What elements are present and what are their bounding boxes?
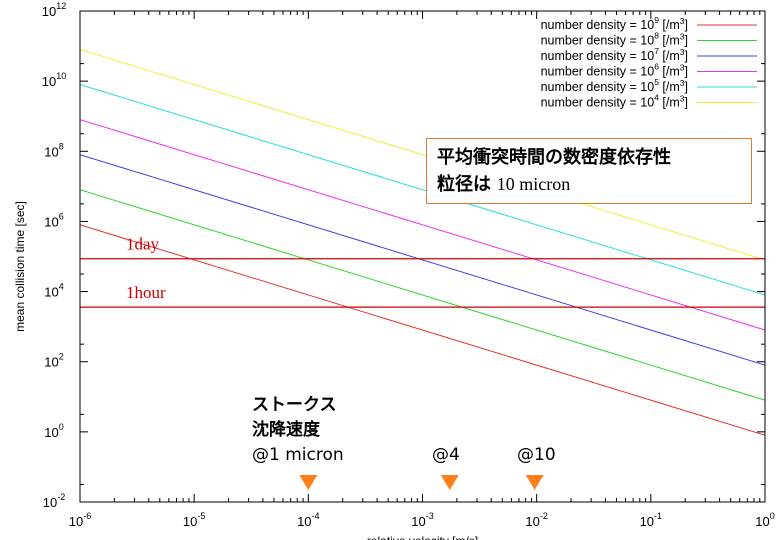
marker-annotation-line: 沈降速度 — [252, 420, 320, 440]
marker-triangle — [440, 475, 459, 490]
chart-title-box: 平均衝突時間の数密度依存性 粒径は 10 micron — [426, 138, 752, 204]
y-tick-label: 102 — [44, 352, 63, 370]
x-axis-title: relative velocity [m/s] — [367, 534, 478, 540]
marker-annotation-line: @4 — [432, 445, 460, 465]
y-tick-label: 100 — [44, 422, 63, 440]
y-tick-label: 108 — [44, 141, 63, 159]
marker-annotation-line: @1 micron — [252, 445, 344, 465]
axes: 10-6 10-5 10-4 10-3 10-2 10-1 100 10-2 100 102 104… — [13, 1, 775, 540]
x-tick-label: 100 — [755, 511, 774, 529]
series-line-4 — [80, 48, 765, 261]
y-tick-label: 106 — [44, 211, 63, 229]
y-tick-label: 104 — [44, 282, 63, 300]
reference-label-1day: 1day — [126, 235, 160, 254]
series-line-9 — [80, 224, 765, 436]
marker-annotation: @4 — [432, 443, 460, 468]
marker-triangle — [525, 475, 544, 490]
legend-label-9: number density = 109 [/m3] — [541, 15, 688, 32]
legend-label-6: number density = 106 [/m3] — [541, 62, 688, 79]
legend-label-7: number density = 107 [/m3] — [541, 46, 688, 63]
y-tick-label: 10-2 — [43, 492, 65, 510]
markers — [299, 475, 544, 490]
marker-annotation: ストークス沈降速度 @1 micron — [252, 393, 344, 468]
x-tick-label: 10-4 — [297, 511, 319, 529]
series-line-7 — [80, 154, 765, 366]
marker-annotation: @10 — [517, 443, 556, 468]
y-tick-label: 1010 — [42, 71, 66, 89]
series-line-5 — [80, 84, 765, 296]
x-tick-label: 10-2 — [525, 511, 547, 529]
x-tick-label: 10-1 — [640, 511, 662, 529]
series-line-6 — [80, 119, 765, 331]
chart-subtitle: 粒径は 10 micron — [437, 174, 571, 195]
series-group — [80, 48, 765, 436]
marker-triangle — [299, 475, 318, 490]
y-tick-label: 1012 — [42, 1, 66, 19]
legend-label-5: number density = 105 [/m3] — [541, 77, 688, 94]
reference-lines: 1day 1hour — [80, 235, 765, 308]
reference-label-1hour: 1hour — [126, 283, 166, 302]
marker-annotation-line: ストークス — [252, 395, 337, 415]
y-axis-title: mean collision time [sec] — [13, 201, 27, 332]
x-tick-label: 10-3 — [411, 511, 433, 529]
x-tick-label: 10-6 — [69, 511, 91, 529]
x-tick-label: 10-5 — [183, 511, 205, 529]
legend-label-4: number density = 104 [/m3] — [541, 93, 688, 110]
series-line-8 — [80, 189, 765, 401]
legend-label-8: number density = 108 [/m3] — [541, 31, 688, 48]
chart-title: 平均衝突時間の数密度依存性 — [437, 147, 671, 168]
legend: number density = 109 [/m3]number density… — [541, 15, 757, 110]
marker-annotation-line: @10 — [517, 445, 556, 465]
